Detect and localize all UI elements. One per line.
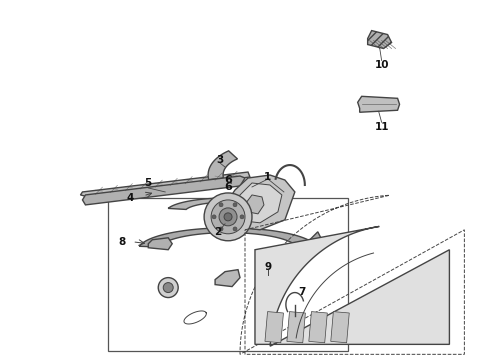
Polygon shape	[234, 183, 282, 223]
Polygon shape	[148, 238, 172, 250]
Bar	[331, 312, 349, 343]
Bar	[108, 198, 348, 351]
Text: 1: 1	[264, 172, 271, 182]
Polygon shape	[368, 31, 392, 49]
Circle shape	[211, 200, 245, 234]
Polygon shape	[246, 195, 264, 214]
Circle shape	[219, 203, 223, 207]
Polygon shape	[358, 96, 399, 112]
Text: 7: 7	[298, 287, 306, 297]
Circle shape	[158, 278, 178, 298]
Circle shape	[204, 193, 252, 241]
Polygon shape	[82, 176, 245, 205]
Text: 6: 6	[224, 175, 232, 185]
Circle shape	[233, 227, 237, 231]
Circle shape	[219, 208, 237, 226]
Text: 6: 6	[224, 182, 232, 192]
Circle shape	[240, 215, 244, 219]
Polygon shape	[215, 270, 240, 287]
Text: 10: 10	[374, 60, 389, 71]
Polygon shape	[305, 232, 322, 252]
Circle shape	[163, 283, 173, 293]
Polygon shape	[140, 228, 317, 247]
Polygon shape	[220, 175, 295, 230]
Bar	[265, 312, 283, 343]
Polygon shape	[208, 151, 238, 180]
Text: 3: 3	[217, 155, 224, 165]
Circle shape	[224, 213, 232, 221]
Circle shape	[219, 227, 223, 231]
Text: 2: 2	[215, 227, 221, 237]
Text: 5: 5	[145, 178, 152, 188]
Text: 9: 9	[265, 262, 271, 272]
Text: 4: 4	[126, 193, 134, 203]
Text: 8: 8	[119, 237, 126, 247]
Text: 11: 11	[374, 122, 389, 132]
Circle shape	[212, 215, 216, 219]
Polygon shape	[168, 198, 288, 210]
Polygon shape	[258, 274, 278, 289]
Bar	[309, 312, 327, 343]
Polygon shape	[255, 226, 449, 346]
Circle shape	[233, 203, 237, 207]
Bar	[287, 312, 305, 343]
Polygon shape	[80, 172, 250, 197]
